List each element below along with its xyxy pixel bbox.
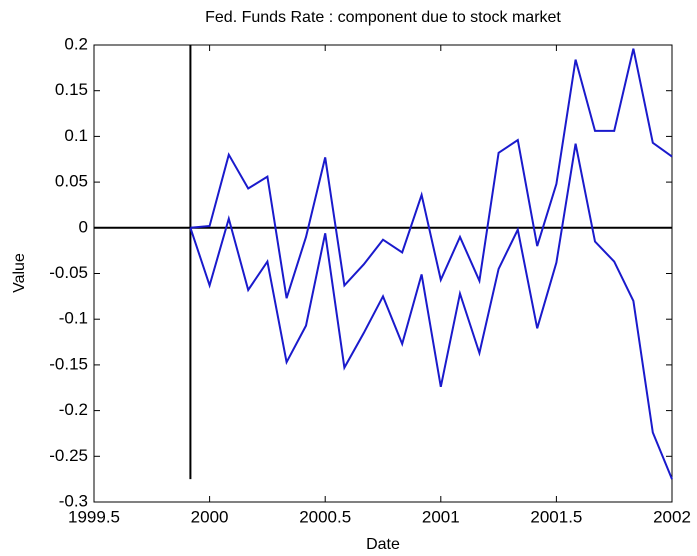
y-tick-label: 0 [79, 217, 88, 236]
y-tick-label: -0.15 [49, 354, 88, 373]
y-axis-label: Value [11, 253, 28, 293]
y-tick-label: 0.15 [55, 80, 88, 99]
y-tick-label: 0.2 [64, 34, 88, 53]
y-tick-label: 0.1 [64, 126, 88, 145]
y-tick-label: -0.05 [49, 263, 88, 282]
plot-area [93, 44, 673, 503]
x-tick-label: 2002 [653, 507, 691, 526]
x-tick-label: 1999.5 [68, 507, 120, 526]
series-line [190, 48, 673, 299]
series-line [189, 143, 673, 480]
y-tick-label: -0.2 [59, 400, 88, 419]
x-tick-label: 2001.5 [530, 507, 582, 526]
y-tick-label: -0.3 [59, 491, 88, 510]
y-tick-label: 0.05 [55, 172, 88, 191]
chart-title: Fed. Funds Rate : component due to stock… [205, 9, 561, 26]
x-tick-label: 2001 [422, 507, 460, 526]
x-tick-label: 2000.5 [299, 507, 351, 526]
x-tick-label: 2000 [191, 507, 229, 526]
y-tick-label: -0.1 [59, 309, 88, 328]
y-tick-label: -0.25 [49, 446, 88, 465]
x-axis-label: Date [366, 536, 400, 553]
